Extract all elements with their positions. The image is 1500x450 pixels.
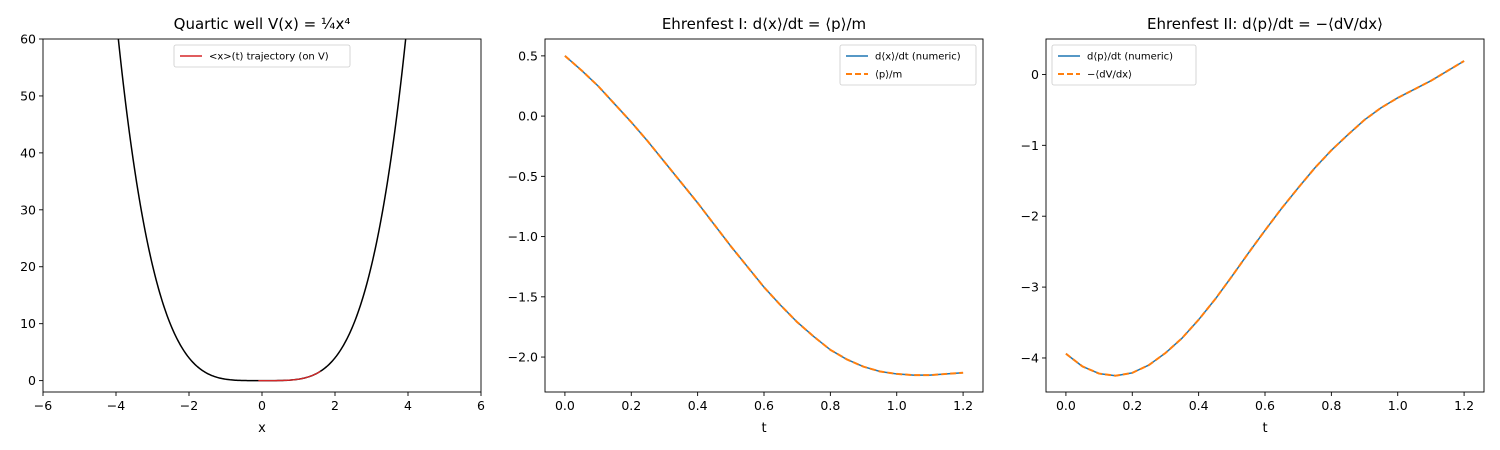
chart-1-y-tick-label: 20: [20, 259, 36, 274]
chart-3-y-tick-label: −4: [1021, 350, 1039, 365]
chart-3-legend-box: [1051, 44, 1197, 86]
chart-2-series-1-line: [564, 55, 964, 376]
chart-2-xlabel: t: [761, 421, 766, 436]
chart-3-title: Ehrenfest II: d⟨p⟩/dt = −⟨dV/dx⟩: [1147, 15, 1383, 33]
chart-1-series-1-line: [117, 39, 407, 382]
chart-3-series-2-line: [1065, 60, 1465, 377]
chart-1-x-tick-label: −4: [107, 398, 125, 413]
chart-2: Ehrenfest I: d⟨x⟩/dt = ⟨p⟩/m 0.0 0.2 0.4 0.…: [508, 15, 984, 436]
chart-2-legend-label: ⟨p⟩/m: [875, 70, 902, 81]
chart-2-y-tick-label: −2.0: [508, 350, 538, 365]
chart-1-axes-frame: [42, 38, 482, 393]
chart-3-legend: d⟨p⟩/dt (numeric) −⟨dV/dx⟩: [1051, 44, 1197, 86]
chart-3-x-tick-label: 0.8: [1321, 398, 1341, 413]
chart-2-y-tick-label: −0.5: [508, 169, 538, 184]
chart-2-x-tick-label: 0.8: [820, 398, 840, 413]
chart-2-title: Ehrenfest I: d⟨x⟩/dt = ⟨p⟩/m: [662, 15, 866, 33]
chart-1: Quartic well V(x) = ¼x⁴ −6 −4 −2 0 2 4 6010203…: [20, 15, 485, 436]
chart-2-series-group: [564, 55, 964, 377]
chart-2-axes-frame: [544, 38, 984, 393]
chart-3: Ehrenfest II: d⟨p⟩/dt = −⟨dV/dx⟩ 0.0 0.2 0…: [1021, 15, 1485, 436]
chart-3-x-tick-label: 1.2: [1454, 398, 1474, 413]
chart-2-plot-area: 0.0 0.2 0.4 0.6 0.8 1.0 1.2 0.5 0.0 −0.5 −1.0 −1.5 −…: [508, 38, 984, 413]
chart-3-series-1-line: [1065, 60, 1465, 377]
chart-3-x-tick-label: 0.2: [1122, 398, 1142, 413]
chart-1-y-tick-label: 30: [20, 202, 36, 217]
chart-1-x-tick-label: 0: [258, 398, 266, 413]
chart-3-axes-frame: [1045, 38, 1485, 393]
chart-1-series-group: [117, 39, 407, 382]
chart-2-y-tick-label: 0.0: [518, 109, 538, 124]
chart-3-y-tick-label: −2: [1021, 209, 1039, 224]
chart-1-legend-label: <x>(t) trajectory (on V): [209, 52, 329, 63]
chart-2-x-tick-label: 1.0: [887, 398, 907, 413]
chart-1-xlabel: x: [258, 421, 266, 436]
chart-2-x-tick-label: 1.2: [953, 398, 973, 413]
chart-1-y-tick-label: 60: [20, 32, 36, 47]
chart-3-y-tick-label: 0: [1031, 67, 1039, 82]
chart-2-y-tick-label: −1.0: [508, 229, 538, 244]
chart-2-x-tick-label: 0.2: [621, 398, 641, 413]
chart-1-x-tick-label: 2: [331, 398, 339, 413]
chart-2-legend-label: d⟨x⟩/dt (numeric): [875, 52, 961, 63]
chart-1-y-tick-label: 50: [20, 88, 36, 103]
chart-1-x-tick-label: −2: [180, 398, 198, 413]
chart-1-x-tick-label: 4: [404, 398, 412, 413]
chart-3-x-tick-label: 1.0: [1388, 398, 1408, 413]
chart-3-y-tick-label: −3: [1021, 280, 1039, 295]
chart-3-legend-label: d⟨p⟩/dt (numeric): [1087, 52, 1173, 63]
chart-1-series-2-line: [257, 370, 321, 382]
chart-1-x-tick-label: 6: [477, 398, 485, 413]
chart-3-x-tick-label: 0.0: [1056, 398, 1076, 413]
chart-2-x-tick-label: 0.6: [754, 398, 774, 413]
chart-1-y-tick-label: 40: [20, 145, 36, 160]
chart-1-x-tick-label: −6: [34, 398, 52, 413]
chart-1-legend: <x>(t) trajectory (on V): [173, 44, 351, 68]
chart-2-y-tick-label: 0.5: [518, 48, 538, 63]
chart-3-plot-area: 0.0 0.2 0.4 0.6 0.8 1.0 1.2 0 −1 −2 −3 −4 d⟨p⟩/dt (n…: [1021, 38, 1485, 413]
chart-3-x-tick-label: 0.6: [1255, 398, 1275, 413]
chart-2-series-2-line: [564, 55, 964, 377]
chart-1-y-tick-label: 0: [28, 373, 36, 388]
chart-3-x-tick-label: 0.4: [1189, 398, 1209, 413]
chart-3-xlabel: t: [1262, 421, 1267, 436]
chart-3-y-tick-label: −1: [1021, 138, 1039, 153]
chart-3-legend-label: −⟨dV/dx⟩: [1087, 70, 1132, 81]
chart-1-title: Quartic well V(x) = ¼x⁴: [174, 15, 351, 33]
chart-2-legend-box: [839, 44, 977, 86]
chart-2-x-tick-label: 0.4: [688, 398, 708, 413]
chart-1-y-tick-label: 10: [20, 316, 36, 331]
chart-2-legend: d⟨x⟩/dt (numeric) ⟨p⟩/m: [839, 44, 977, 86]
chart-3-series-group: [1065, 60, 1465, 377]
chart-2-y-tick-label: −1.5: [508, 289, 538, 304]
chart-2-x-tick-label: 0.0: [555, 398, 575, 413]
chart-1-legend-box: [173, 44, 351, 68]
